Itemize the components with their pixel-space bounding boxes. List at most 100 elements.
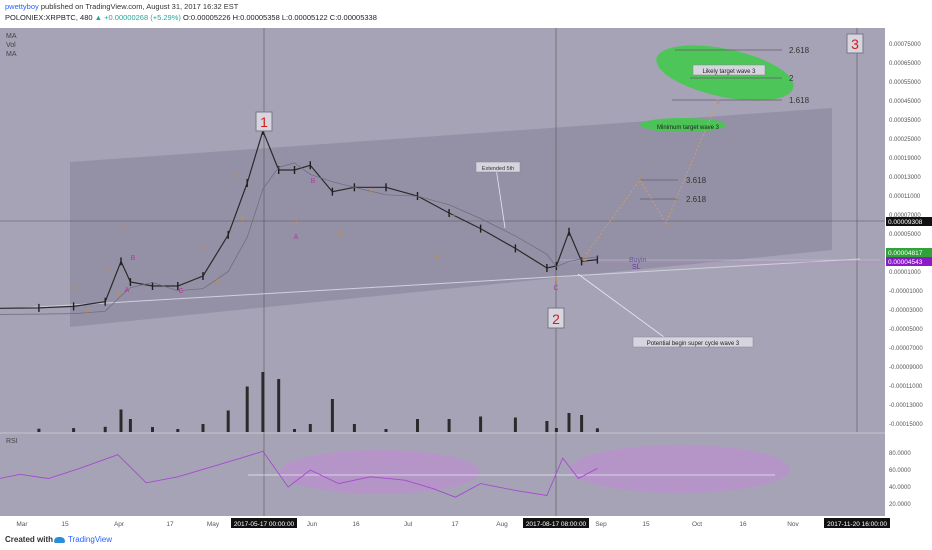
volume-bar [293,429,296,432]
x-tick-label: 17 [166,521,174,528]
x-tick-label: 16 [352,521,360,528]
volume-bar [308,424,312,432]
wave-1-label: 1 [260,114,268,130]
minimum-target-label: Minimum target wave 3 [657,125,720,131]
rsi-tick-label: 60.0000 [889,468,911,474]
x-tick-label: Nov [787,521,799,528]
volume-bar [226,410,230,432]
symbol-name: POLONIEX:XRPBTC, 480 [5,13,93,22]
trend-channel [70,108,832,327]
wave-mark-orange: 3 [369,189,373,196]
volume-bar [447,419,451,432]
y-tick-label: 0.00019000 [889,156,921,162]
wave-mark-orange: 5 [452,211,456,218]
volume-bar [513,417,517,432]
minimum-target-zone [640,118,726,132]
indicator-vol: Vol [6,42,16,49]
y-tick-label: -0.00001000 [889,289,923,295]
wave-mark-orange: 1 [294,219,298,226]
sl-label: SL [632,264,641,271]
volume-bar [176,429,180,432]
volume-bar [261,372,265,432]
tradingview-logo[interactable]: TradingView [54,535,112,544]
x-axis-background [0,516,885,530]
wave-3-label: 3 [851,36,859,52]
wave-2-label: 2 [552,311,560,327]
projection-path [585,99,719,255]
y-axis-background [885,28,932,516]
volume-bar [72,428,76,432]
wave-mark-orange: 3 [234,173,238,180]
wave-mark-orange: 4 [117,291,121,298]
x-tick-label: 15 [61,521,69,528]
rsi-y-axis[interactable]: 80.0000 60.0000 40.0000 20.0000 [889,451,911,508]
volume-bar [128,419,132,432]
wave-mark-orange: 5 [121,225,125,232]
volume-bar [37,428,41,432]
y-tick-label: 0.00065000 [889,61,921,67]
wave-mark-orange: 5 [264,149,268,156]
author-name[interactable]: pwettyboy [5,2,39,11]
extended-5th-box [475,161,521,173]
y-tick-label: -0.00015000 [889,422,923,428]
buyin-label: Buyin [629,257,647,264]
x-tick-label: May [207,521,220,528]
volume-bars [37,372,599,433]
price-label-cursor: 0.00009308 [888,219,923,226]
price-label-sl: 0.00004543 [888,259,923,266]
wave-mark-magenta: A [294,234,299,241]
wave-mark-magenta: A [125,287,130,294]
wave-mark-magenta: B [311,178,316,185]
y-tick-label: -0.00013000 [889,403,923,409]
y-tick-label: -0.00009000 [889,365,923,371]
wave-mark-orange: 2 [338,230,342,237]
wave-mark-orange: 2 [85,309,89,316]
volume-bar [545,421,549,432]
y-tick-label: -0.00003000 [889,308,923,314]
x-tick-label: Mar [16,521,28,528]
likely-target-label: Likely target wave 3 [702,69,756,75]
wave-mark-magenta: C [178,288,183,295]
extended-5th-label: Extended 5th [482,166,514,172]
price-label-current-bg [886,248,932,257]
wave-mark-orange: 4 [240,216,244,223]
wave-mark-magenta: B [131,255,136,262]
ma-line [0,162,598,315]
x-tick-label: Aug [496,521,508,528]
y-tick-label: -0.00007000 [889,346,923,352]
potential-arrow [577,273,669,341]
price-label-current: 0.00004817 [888,250,923,257]
wave-mark-orange: 2 [583,256,587,263]
y-tick-label: 0.00007000 [889,213,921,219]
indicator-ma: MA [6,33,17,40]
price-series-group [0,126,599,315]
y-tick-label: 0.00075000 [889,42,921,48]
x-tick-label: Oct [692,521,702,528]
fib-1618-label: 1.618 [789,96,810,105]
x-tick-highlight [523,518,589,528]
x-tick-label: 2017-11-20 16:00:00 [827,521,887,528]
y-tick-label: 0.00001000 [889,270,921,276]
x-tick-label: 2017-05-17 00:00:00 [234,521,295,528]
volume-bar [567,413,571,432]
tradingview-cloud-icon [54,536,65,543]
wave-mark-magenta: C [553,285,558,292]
price-chart[interactable]: MA Vol MA RSI 1 2 3 Extended 5th Minimum… [0,28,932,530]
y-axis[interactable]: 0.00075000 0.00065000 0.00055000 0.00045000… [889,42,923,428]
y-tick-label: 0.00011000 [889,194,921,200]
volume-bar [352,424,356,432]
wave-mark-orange: 4 [435,253,439,260]
rsi-line [0,450,598,498]
volume-bar [277,379,281,432]
volume-bar [103,426,107,433]
price-label-cursor-bg [886,217,932,226]
fib-2618-upper-label: 2.618 [789,46,810,55]
wave-1-box [255,111,273,132]
tradingview-brand: TradingView [68,535,113,544]
volume-bar [416,419,419,432]
volume-bar [330,399,334,432]
price-label-sl-bg [886,257,932,266]
x-axis[interactable]: Mar 15 Apr 17 May 2017-05-17 00:00:00 Jun 16 Jul… [16,518,890,528]
wave-mark-orange: 1 [554,276,558,283]
rsi-label: RSI [6,438,18,445]
